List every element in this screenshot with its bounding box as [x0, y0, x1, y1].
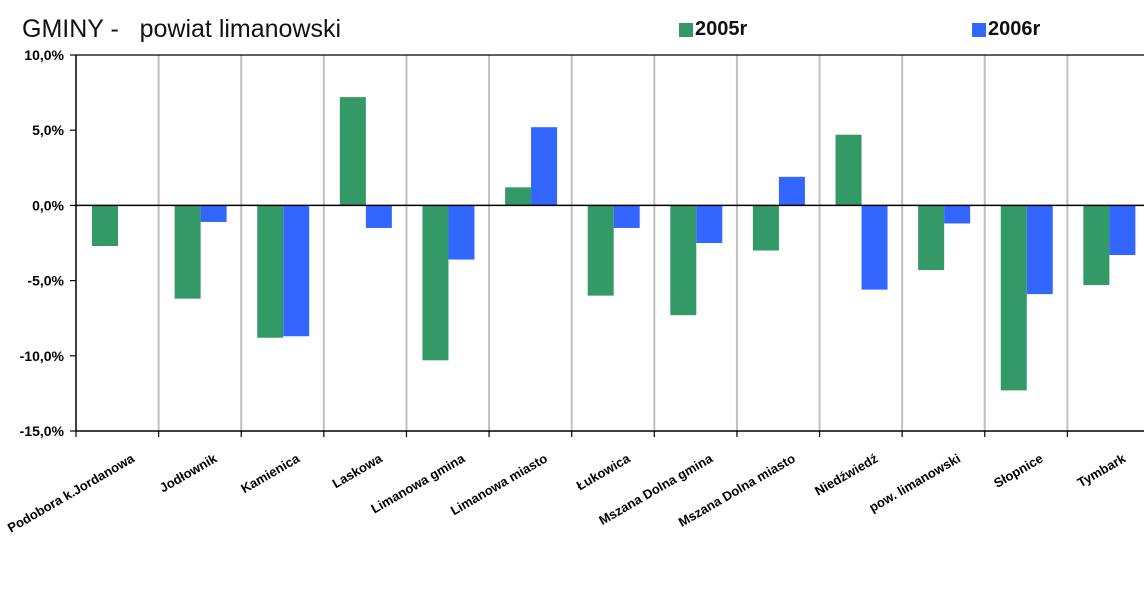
bars — [92, 97, 1136, 391]
bar-2006-11 — [1026, 205, 1053, 295]
bar-2005-0 — [92, 205, 118, 247]
x-tick-label: Laskowa — [330, 450, 386, 491]
bar-2005-10 — [918, 205, 945, 271]
axes — [70, 54, 1144, 437]
bar-2006-1 — [200, 205, 227, 222]
y-tick-label: -5,0% — [27, 273, 64, 289]
legend-label-2005: 2005r — [695, 18, 748, 40]
bar-2005-2 — [257, 205, 284, 338]
x-tick-label: Łukowica — [574, 450, 633, 493]
y-tick-label: -10,0% — [20, 348, 65, 364]
bar-2006-3 — [365, 205, 392, 228]
bar-2006-4 — [448, 205, 475, 260]
gridlines — [157, 55, 1069, 431]
bar-2005-12 — [1083, 205, 1110, 286]
y-tick-label: 5,0% — [32, 122, 64, 138]
x-tick-label: pow. limanowski — [866, 451, 963, 515]
bar-2005-5 — [505, 187, 532, 206]
bar-2005-11 — [1000, 205, 1027, 391]
legend-swatch-2006 — [972, 22, 986, 37]
y-tick-label: -15,0% — [20, 423, 65, 439]
bar-2005-1 — [174, 205, 201, 299]
bar-2006-12 — [1109, 205, 1136, 256]
bar-2006-8 — [778, 176, 805, 206]
bar-2005-9 — [835, 134, 862, 206]
x-tick-labels: Podobora k.Jordanowa Jodłownik Kamienica La… — [5, 450, 1129, 535]
bar-2006-9 — [861, 205, 888, 290]
bar-2005-3 — [339, 97, 366, 206]
legend-label-2006: 2006r — [988, 18, 1041, 40]
x-tick-label: Słopnice — [991, 451, 1045, 491]
y-tick-label: 0,0% — [32, 197, 64, 213]
x-tick-label: Podobora k.Jordanowa — [5, 450, 138, 535]
chart-title: GMINY - powiat limanowski — [22, 15, 342, 43]
bar-2006-10 — [944, 205, 971, 224]
bar-2005-7 — [670, 205, 697, 316]
y-tick-label: 10,0% — [24, 47, 64, 63]
y-tick-labels: 10,0% 5,0% 0,0% -5,0% -10,0% -15,0% — [20, 47, 65, 439]
bar-2006-7 — [696, 205, 723, 243]
legend-item-2005: 2005r — [679, 18, 747, 41]
bar-2005-6 — [587, 205, 614, 296]
bar-2005-8 — [752, 205, 779, 251]
bar-2006-2 — [283, 205, 310, 337]
legend-item-2006: 2006r — [972, 18, 1040, 41]
bar-2006-5 — [531, 127, 558, 206]
x-tick-label: Jodłownik — [157, 450, 220, 495]
legend-swatch-2005 — [679, 22, 693, 37]
x-tick-label: Kamienica — [238, 450, 302, 496]
bar-2006-6 — [613, 205, 640, 228]
bar-2005-4 — [422, 205, 449, 361]
x-tick-label: Tymbark — [1075, 450, 1129, 490]
x-tick-label: Niedźwiedź — [812, 450, 881, 498]
